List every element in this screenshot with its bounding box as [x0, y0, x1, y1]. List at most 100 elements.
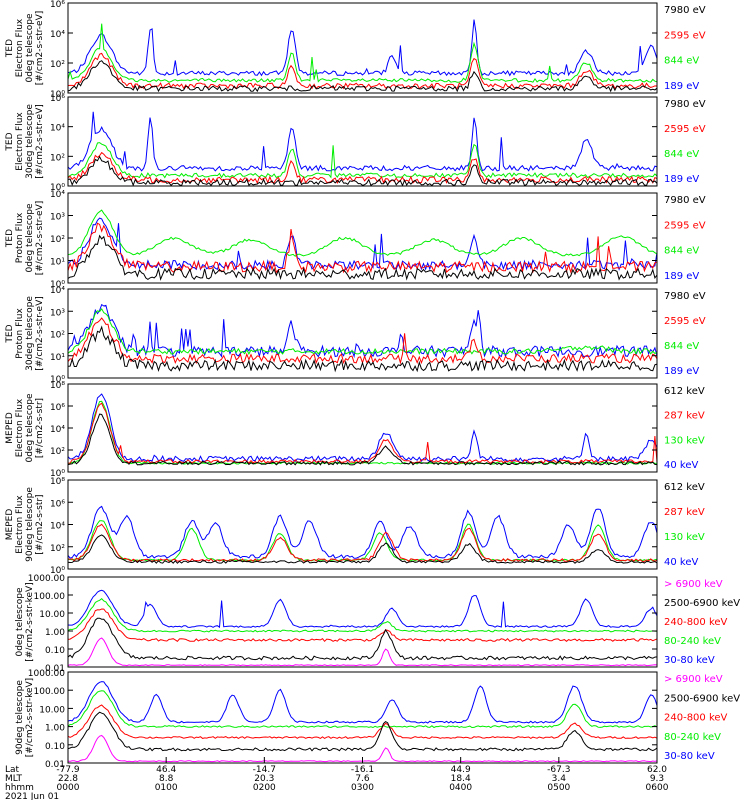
- legend-entry: 189 eV: [664, 81, 699, 92]
- y-tick-label: 10¹: [50, 353, 65, 363]
- y-axis-label: 30deg telescope: [25, 296, 35, 371]
- x-row-label: MLT: [5, 774, 23, 784]
- y-tick-label: 10.00: [39, 705, 65, 715]
- legend-entry: 612 keV: [664, 386, 705, 397]
- panel-4: 10⁴ 10³ 10² 10¹ 10⁰ TED Proton Flux 30deg teles…: [5, 286, 706, 385]
- legend-entry: 2595 eV: [664, 124, 706, 135]
- legend-entry: 130 keV: [664, 532, 705, 543]
- legend-entry: 240-800 keV: [664, 617, 728, 628]
- y-axis-label: Electron Flux: [15, 112, 25, 171]
- series-line-blue: [67, 217, 658, 272]
- y-axis-label: [#/cm2-s-str-eV]: [35, 104, 45, 179]
- plot-frame: [67, 96, 658, 187]
- series-line-black: [67, 617, 658, 661]
- legend-entry: 189 eV: [664, 366, 699, 377]
- series-line-blue: [67, 303, 658, 359]
- y-axis-label: Electron Flux: [15, 495, 25, 554]
- series-line-red: [67, 52, 658, 90]
- x-row-label: 2021 Jun 01: [5, 792, 59, 800]
- series-line-red: [67, 402, 658, 464]
- y-axis-label: 0deg telescope: [25, 393, 35, 463]
- y-tick-label: 10²: [50, 153, 65, 163]
- legend-entry: 40 keV: [664, 557, 698, 568]
- y-tick-label: 10⁶: [50, 94, 65, 104]
- legend-entry: 80-240 keV: [664, 636, 721, 647]
- y-axis-label: Electron Flux: [15, 398, 25, 457]
- panel-7: 1000.00 100.00 10.00 1.00 0.10 0.01 0deg teles…: [15, 574, 740, 674]
- series-line-black: [67, 711, 658, 752]
- legend-entry: > 6900 keV: [664, 579, 723, 590]
- y-tick-label: 10⁴: [50, 190, 65, 200]
- legend-entry: 844 eV: [664, 246, 699, 257]
- legend-entry: 2595 eV: [664, 220, 706, 231]
- y-tick-label: 10⁰: [50, 183, 65, 193]
- y-tick-label: 10⁰: [50, 566, 65, 576]
- series-line-red: [67, 704, 658, 739]
- x-tick-mlt: 18.4: [451, 774, 471, 784]
- x-tick-hhmm: 0600: [646, 783, 669, 793]
- series-line-green: [67, 23, 658, 83]
- legend-entry: 2595 eV: [664, 30, 706, 41]
- y-tick-label: 0.01: [45, 664, 65, 674]
- x-tick-mlt: 9.3: [650, 774, 664, 784]
- y-axis-label: [#/cm2-s-str-eV]: [35, 201, 45, 276]
- y-tick-label: 10³: [50, 308, 65, 318]
- y-tick-label: 10⁰: [50, 375, 65, 385]
- y-tick-label: 10²: [50, 235, 65, 245]
- legend-entry: 2595 eV: [664, 316, 706, 327]
- x-tick-lat: 44.9: [451, 765, 471, 775]
- y-axis-label: TED: [5, 39, 15, 58]
- series-line-green: [67, 690, 658, 729]
- x-tick-lat: -14.7: [253, 765, 276, 775]
- y-tick-label: 0.10: [45, 742, 65, 752]
- y-tick-label: 10⁴: [50, 30, 65, 40]
- x-tick-mlt: 22.8: [58, 774, 78, 784]
- y-axis-label: TED: [5, 132, 15, 151]
- panel-6: 10⁸ 10⁶ 10⁴ 10² 10⁰ MEPED Electron Flux 90deg t…: [5, 477, 705, 576]
- y-axis-label: Electron Flux: [15, 18, 25, 77]
- y-tick-label: 10.00: [39, 610, 65, 620]
- y-axis-label: [#/cm2-s-str-keV]: [25, 678, 35, 757]
- series-line-black: [67, 325, 658, 373]
- series-line-black: [67, 234, 658, 281]
- y-tick-label: 10⁶: [50, 499, 65, 509]
- legend-entry: 844 eV: [664, 149, 699, 160]
- series-line-blue: [67, 393, 658, 463]
- y-tick-label: 100.00: [34, 687, 66, 697]
- x-tick-mlt: 8.8: [159, 774, 174, 784]
- legend-entry: 80-240 keV: [664, 732, 721, 743]
- legend-entry: 612 keV: [664, 482, 705, 493]
- y-tick-label: 0.10: [45, 646, 65, 656]
- y-axis-label: Proton Flux: [15, 308, 25, 359]
- y-axis-label: 90deg telescope: [15, 680, 25, 755]
- series-line-blue: [68, 19, 658, 77]
- panel-5: 10⁸ 10⁶ 10⁴ 10² 10⁰ MEPED Electron Flux 0deg te…: [5, 381, 705, 479]
- legend-entry: 240-800 keV: [664, 713, 728, 724]
- y-axis-label: 0deg telescope: [25, 13, 35, 83]
- series-line-magenta: [67, 637, 658, 667]
- y-axis-label: [#/cm2-s-str]: [35, 398, 45, 458]
- x-tick-hhmm: 0500: [547, 783, 570, 793]
- series-line-red: [67, 222, 658, 274]
- y-tick-label: 10⁴: [50, 425, 65, 435]
- x-tick-lat: -16.1: [351, 765, 374, 775]
- y-axis-label: [#/cm2-s-str-keV]: [25, 582, 35, 661]
- y-axis-label: Proton Flux: [15, 212, 25, 263]
- x-row-label: hhmm: [5, 783, 34, 793]
- y-tick-label: 10⁰: [50, 469, 65, 479]
- legend-entry: 30-80 keV: [664, 751, 715, 762]
- x-tick-lat: -77.9: [56, 765, 80, 775]
- y-tick-label: 1000.00: [28, 669, 65, 679]
- y-axis-label: MEPED: [5, 412, 15, 444]
- series-line-black: [67, 413, 658, 466]
- x-tick-lat: -67.3: [547, 765, 570, 775]
- x-tick-hhmm: 0000: [57, 783, 80, 793]
- y-tick-label: 10⁴: [50, 286, 65, 296]
- x-tick-mlt: 3.4: [552, 774, 567, 784]
- series-line-blue: [67, 505, 658, 560]
- y-tick-label: 1000.00: [28, 574, 65, 584]
- legend-entry: > 6900 keV: [664, 674, 723, 685]
- y-axis-label: MEPED: [5, 509, 15, 541]
- legend-entry: 189 eV: [664, 174, 699, 185]
